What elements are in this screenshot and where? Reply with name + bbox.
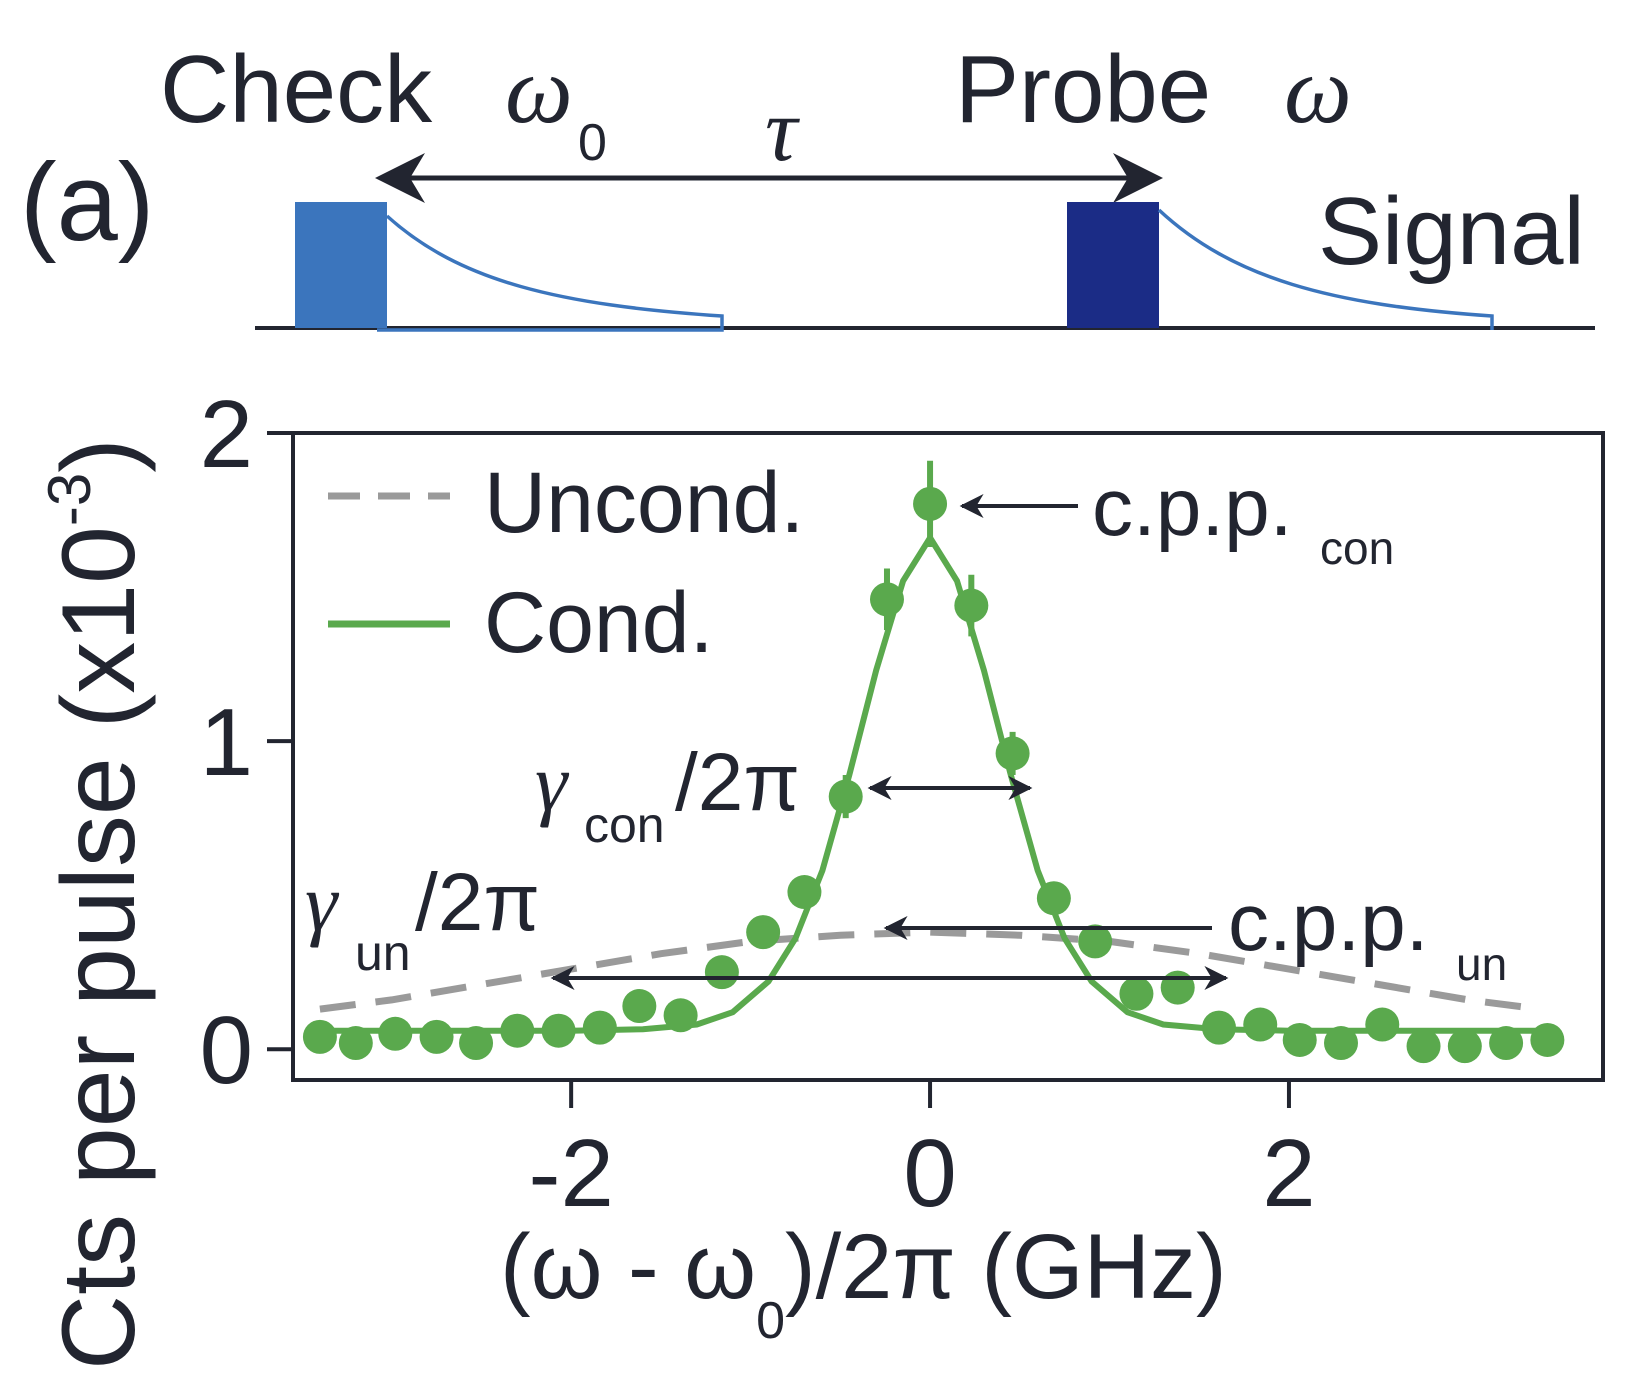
cpp-con-text: c.p.p. xyxy=(1092,462,1293,553)
data-point xyxy=(541,1013,576,1048)
gamma-un-symbol: γ xyxy=(305,857,340,948)
data-point xyxy=(622,989,657,1024)
data-point xyxy=(459,1026,494,1061)
cpp-un-subscript: un xyxy=(1456,938,1507,990)
probe-signal-decay xyxy=(1157,208,1494,330)
cpp-con-label: c.p.p. xyxy=(1092,462,1293,553)
x-axis-label-suffix: )/2π (GHz) xyxy=(785,1216,1227,1318)
x-axis-label-subscript: 0 xyxy=(756,1292,785,1350)
data-point xyxy=(338,1026,373,1061)
x-axis-label-main: (ω - ω xyxy=(500,1216,756,1318)
probe-omega-symbol: ω xyxy=(1284,36,1352,143)
data-point xyxy=(500,1013,535,1048)
check-signal-decay xyxy=(377,214,724,332)
data-point xyxy=(746,915,781,950)
data-point xyxy=(828,779,863,814)
data-point xyxy=(913,486,948,521)
legend-uncond-label: Uncond. xyxy=(484,455,804,551)
data-point xyxy=(1078,924,1113,959)
y-tick-label: 2 xyxy=(200,381,253,488)
y-axis-label-main: Cts per pulse (x10 xyxy=(41,526,157,1370)
probe-label: Probe xyxy=(955,36,1211,143)
data-point xyxy=(1036,881,1071,916)
pulse-schematic: (a) Check ω 0 Probe ω τ Signal xyxy=(20,36,1595,332)
check-pulse xyxy=(295,202,387,328)
y-tick-label: 1 xyxy=(200,689,253,796)
y-axis-label: Cts per pulse (x10-3) xyxy=(36,438,157,1370)
gamma-un-suffix: /2π xyxy=(415,857,540,948)
data-point xyxy=(1243,1007,1278,1042)
data-point xyxy=(787,875,822,910)
data-point xyxy=(995,736,1030,771)
annotations: c.p.p. con γ con /2π c.p.p. un γ un /2π xyxy=(305,462,1507,990)
check-label-text: Check xyxy=(160,36,433,143)
check-omega-symbol: ω xyxy=(505,36,573,143)
gamma-un-subscript: un xyxy=(355,925,411,981)
y-axis-label-exponent: -3 xyxy=(36,473,103,526)
data-point xyxy=(1406,1029,1441,1064)
x-tick-label: 0 xyxy=(903,1120,956,1227)
data-point xyxy=(1447,1029,1482,1064)
check-omega-subscript: 0 xyxy=(578,114,607,172)
x-tick-label: 2 xyxy=(1262,1120,1315,1227)
uncond-fit-line xyxy=(319,928,1541,1013)
x-axis-label: (ω - ω0)/2π (GHz) xyxy=(500,1216,1227,1350)
data-point xyxy=(663,998,698,1033)
data-point xyxy=(704,955,739,990)
data-point xyxy=(582,1010,617,1045)
y-axis-label-close: ) xyxy=(41,438,157,473)
spectrum-plot: 0 1 2 -2 0 2 Uncond. Cond. c.p.p. con γ con … xyxy=(36,381,1605,1370)
data-point xyxy=(1201,1010,1236,1045)
gamma-con-suffix: /2π xyxy=(675,737,800,828)
data-point xyxy=(954,588,989,623)
delay-tau-symbol: τ xyxy=(765,81,800,180)
data-point xyxy=(1365,1007,1400,1042)
y-axis-ticks: 0 1 2 xyxy=(200,381,293,1104)
cpp-un-label: c.p.p. xyxy=(1228,877,1429,968)
data-point xyxy=(1160,970,1195,1005)
data-point xyxy=(302,1019,337,1054)
gamma-con-subscript: con xyxy=(584,797,665,853)
panel-label: (a) xyxy=(20,141,154,264)
gamma-con-symbol: γ xyxy=(535,737,570,828)
data-point xyxy=(1489,1026,1524,1061)
x-axis-ticks: -2 0 2 xyxy=(528,1080,1316,1227)
x-tick-label: -2 xyxy=(528,1120,613,1227)
data-point xyxy=(1324,1026,1358,1061)
plot-frame xyxy=(291,431,1605,1082)
probe-pulse xyxy=(1067,202,1159,328)
legend-cond-label: Cond. xyxy=(484,575,714,671)
legend: Uncond. Cond. xyxy=(328,455,804,671)
signal-label: Signal xyxy=(1318,178,1585,285)
check-label: Check xyxy=(160,36,433,143)
data-point xyxy=(1119,976,1154,1011)
data-point xyxy=(419,1019,454,1054)
data-point xyxy=(378,1016,413,1051)
data-point xyxy=(1530,1022,1565,1057)
data-point xyxy=(1282,1022,1317,1057)
data-point xyxy=(869,582,904,617)
cpp-con-subscript: con xyxy=(1320,522,1394,574)
y-tick-label: 0 xyxy=(200,997,253,1104)
